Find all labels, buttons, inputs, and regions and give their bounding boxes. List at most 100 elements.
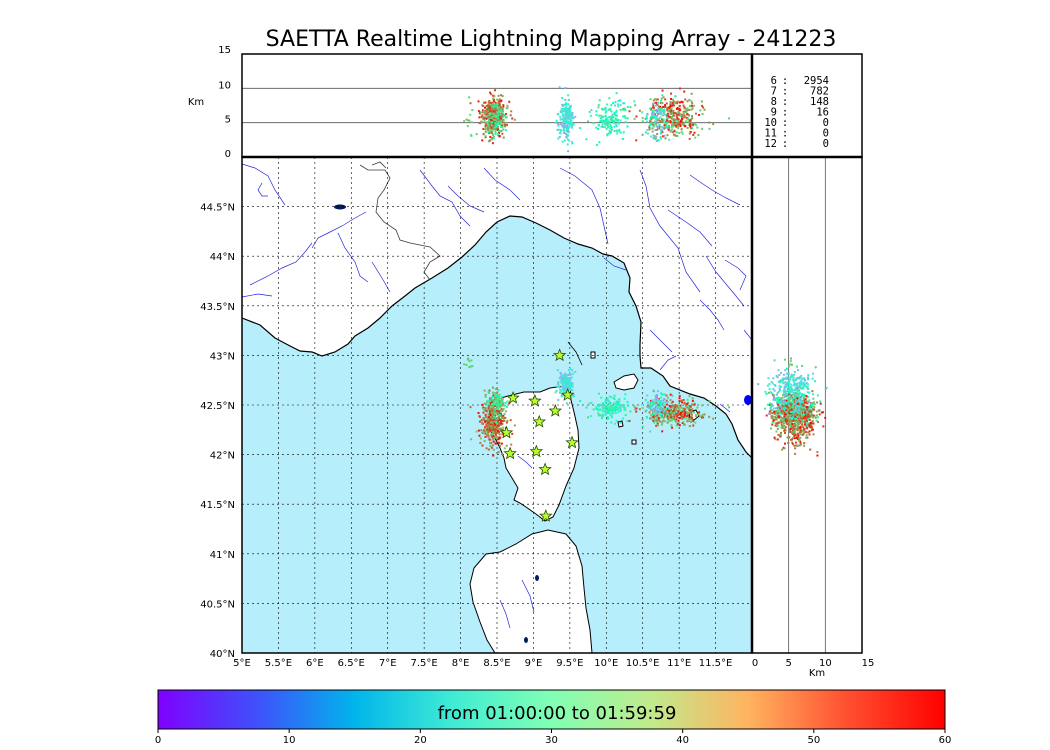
lightning-point: [680, 399, 683, 402]
lightning-point: [499, 444, 502, 447]
altitude-point: [818, 413, 821, 416]
lightning-point: [708, 399, 711, 402]
lightning-point: [672, 416, 675, 419]
lightning-point: [607, 402, 610, 405]
altitude-point: [622, 107, 625, 110]
altitude-point: [665, 113, 668, 116]
lightning-point: [655, 401, 658, 404]
lightning-point: [665, 403, 668, 406]
altitude-point: [680, 100, 683, 103]
altitude-point: [812, 408, 815, 411]
lightning-point: [491, 386, 494, 389]
altitude-point: [807, 377, 810, 380]
altitude-point: [606, 123, 609, 126]
altitude-point: [795, 392, 798, 395]
altitude-point: [562, 121, 565, 124]
altitude-point: [788, 385, 791, 388]
altitude-point: [484, 116, 487, 119]
altitude-point: [563, 126, 566, 129]
altitude-point: [813, 403, 816, 406]
altitude-point: [798, 412, 801, 415]
lightning-point: [571, 384, 574, 387]
altitude-point: [490, 131, 493, 134]
altitude-right-tick: 0: [752, 658, 758, 669]
altitude-point: [798, 429, 801, 432]
lightning-point: [673, 408, 676, 411]
lightning-point: [487, 416, 490, 419]
altitude-point: [488, 116, 491, 119]
altitude-point: [496, 110, 499, 113]
altitude-point: [788, 412, 791, 415]
altitude-point: [502, 105, 505, 108]
lightning-point: [660, 404, 663, 407]
lightning-point: [561, 384, 564, 387]
lightning-point: [495, 394, 498, 397]
altitude-point: [609, 124, 612, 127]
lightning-point: [563, 373, 566, 376]
altitude-point: [796, 438, 799, 441]
altitude-point: [797, 434, 800, 437]
altitude-point: [654, 137, 657, 140]
lightning-point: [555, 389, 558, 392]
altitude-point: [807, 431, 810, 434]
altitude-point: [812, 401, 815, 404]
altitude-point: [775, 422, 778, 425]
lightning-point: [492, 401, 495, 404]
altitude-point: [662, 118, 665, 121]
altitude-point: [786, 403, 789, 406]
altitude-point: [796, 400, 799, 403]
altitude-point: [800, 396, 803, 399]
lightning-point: [649, 407, 652, 410]
lightning-point: [495, 406, 498, 409]
altitude-point: [487, 125, 490, 128]
altitude-point: [770, 412, 773, 415]
lightning-point: [499, 405, 502, 408]
altitude-point: [491, 103, 494, 106]
altitude-point: [493, 105, 496, 108]
lightning-point: [646, 394, 649, 397]
altitude-point: [690, 100, 693, 103]
lightning-point: [670, 416, 673, 419]
altitude-point: [797, 376, 800, 379]
lightning-point: [600, 404, 603, 407]
altitude-point: [487, 110, 490, 113]
altitude-top-points: [463, 86, 731, 153]
lightning-point: [571, 369, 574, 372]
altitude-point: [633, 117, 636, 120]
count-sep: :: [782, 117, 788, 129]
altitude-top-tick: 10: [218, 80, 231, 91]
altitude-point: [782, 373, 785, 376]
altitude-point: [654, 101, 657, 104]
altitude-point: [496, 121, 499, 124]
altitude-point: [799, 426, 802, 429]
altitude-point: [626, 105, 629, 108]
altitude-point: [496, 98, 499, 101]
altitude-point: [479, 111, 482, 114]
altitude-point: [662, 105, 665, 108]
altitude-point: [567, 123, 570, 126]
lightning-point: [655, 417, 658, 420]
altitude-point: [498, 98, 501, 101]
lightning-point: [560, 374, 563, 377]
altitude-point: [597, 106, 600, 109]
lightning-point: [688, 425, 691, 428]
lightning-point: [482, 411, 485, 414]
altitude-point: [671, 118, 674, 121]
lightning-point: [682, 423, 685, 426]
altitude-point: [645, 115, 648, 118]
lightning-point: [505, 421, 508, 424]
altitude-point: [680, 122, 683, 125]
altitude-point: [816, 401, 819, 404]
altitude-point: [779, 400, 782, 403]
lightning-point: [491, 391, 494, 394]
station-star-icon: [552, 348, 567, 362]
altitude-point: [500, 110, 503, 113]
altitude-point: [492, 108, 495, 111]
altitude-point: [610, 117, 613, 120]
lightning-point: [674, 413, 677, 416]
altitude-point: [791, 411, 794, 414]
lightning-point: [493, 405, 496, 408]
lightning-point: [500, 397, 503, 400]
altitude-point: [493, 115, 496, 118]
lightning-point: [556, 385, 559, 388]
